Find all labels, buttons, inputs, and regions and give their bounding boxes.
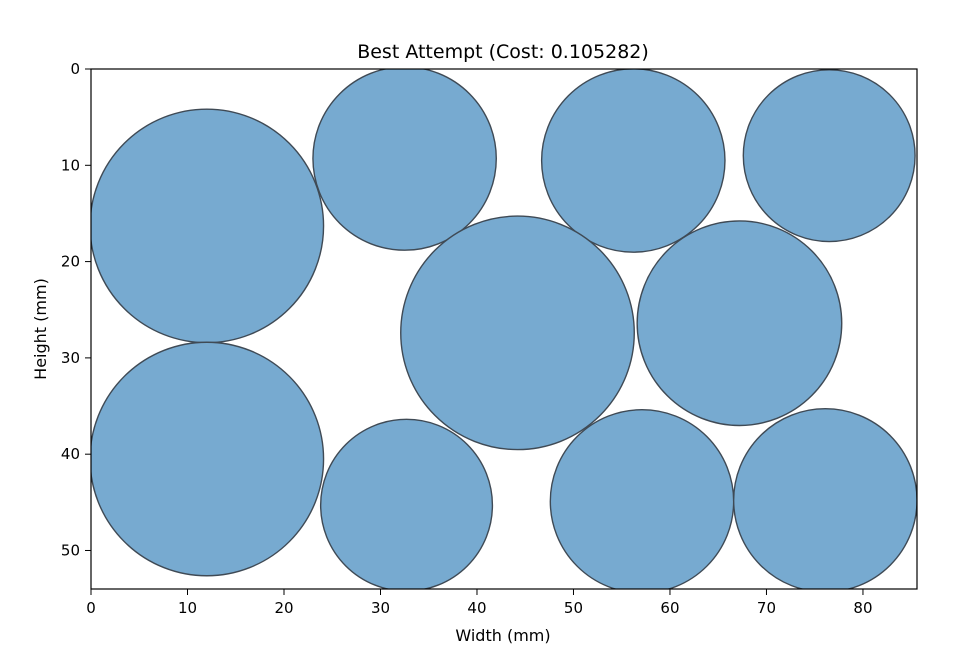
circle-4 xyxy=(742,69,916,243)
circles-layer xyxy=(91,69,917,589)
x-tick-label: 60 xyxy=(660,599,679,617)
y-tick-label: 0 xyxy=(70,60,80,78)
circle-2 xyxy=(312,69,497,251)
circle-7 xyxy=(91,341,325,577)
x-tick-label: 50 xyxy=(564,599,583,617)
plot-area xyxy=(90,68,918,590)
y-tick-label: 40 xyxy=(61,445,80,463)
y-axis-label: Height (mm) xyxy=(31,278,50,380)
x-axis-label: Width (mm) xyxy=(455,626,550,645)
x-tick-label: 30 xyxy=(371,599,390,617)
x-tick-label: 40 xyxy=(467,599,486,617)
circle-9 xyxy=(549,409,735,589)
x-axis: 0 10 20 30 40 50 60 70 80 xyxy=(86,589,873,617)
y-axis: 0 10 20 30 40 50 xyxy=(61,60,91,559)
x-tick-label: 0 xyxy=(86,599,96,617)
circle-1 xyxy=(91,108,325,344)
x-tick-label: 70 xyxy=(757,599,776,617)
x-tick-label: 80 xyxy=(853,599,872,617)
circle-8 xyxy=(319,418,494,589)
y-tick-label: 20 xyxy=(61,253,80,271)
circle-10 xyxy=(732,408,917,589)
plot-frame xyxy=(90,68,918,590)
chart-title: Best Attempt (Cost: 0.105282) xyxy=(357,41,649,63)
circle-6 xyxy=(636,220,843,427)
y-tick-label: 10 xyxy=(61,156,80,174)
circle-3 xyxy=(540,69,726,253)
x-tick-label: 20 xyxy=(274,599,293,617)
circle-5 xyxy=(400,215,635,451)
y-tick-label: 30 xyxy=(61,349,80,367)
x-tick-label: 10 xyxy=(178,599,197,617)
y-tick-label: 50 xyxy=(61,541,80,559)
